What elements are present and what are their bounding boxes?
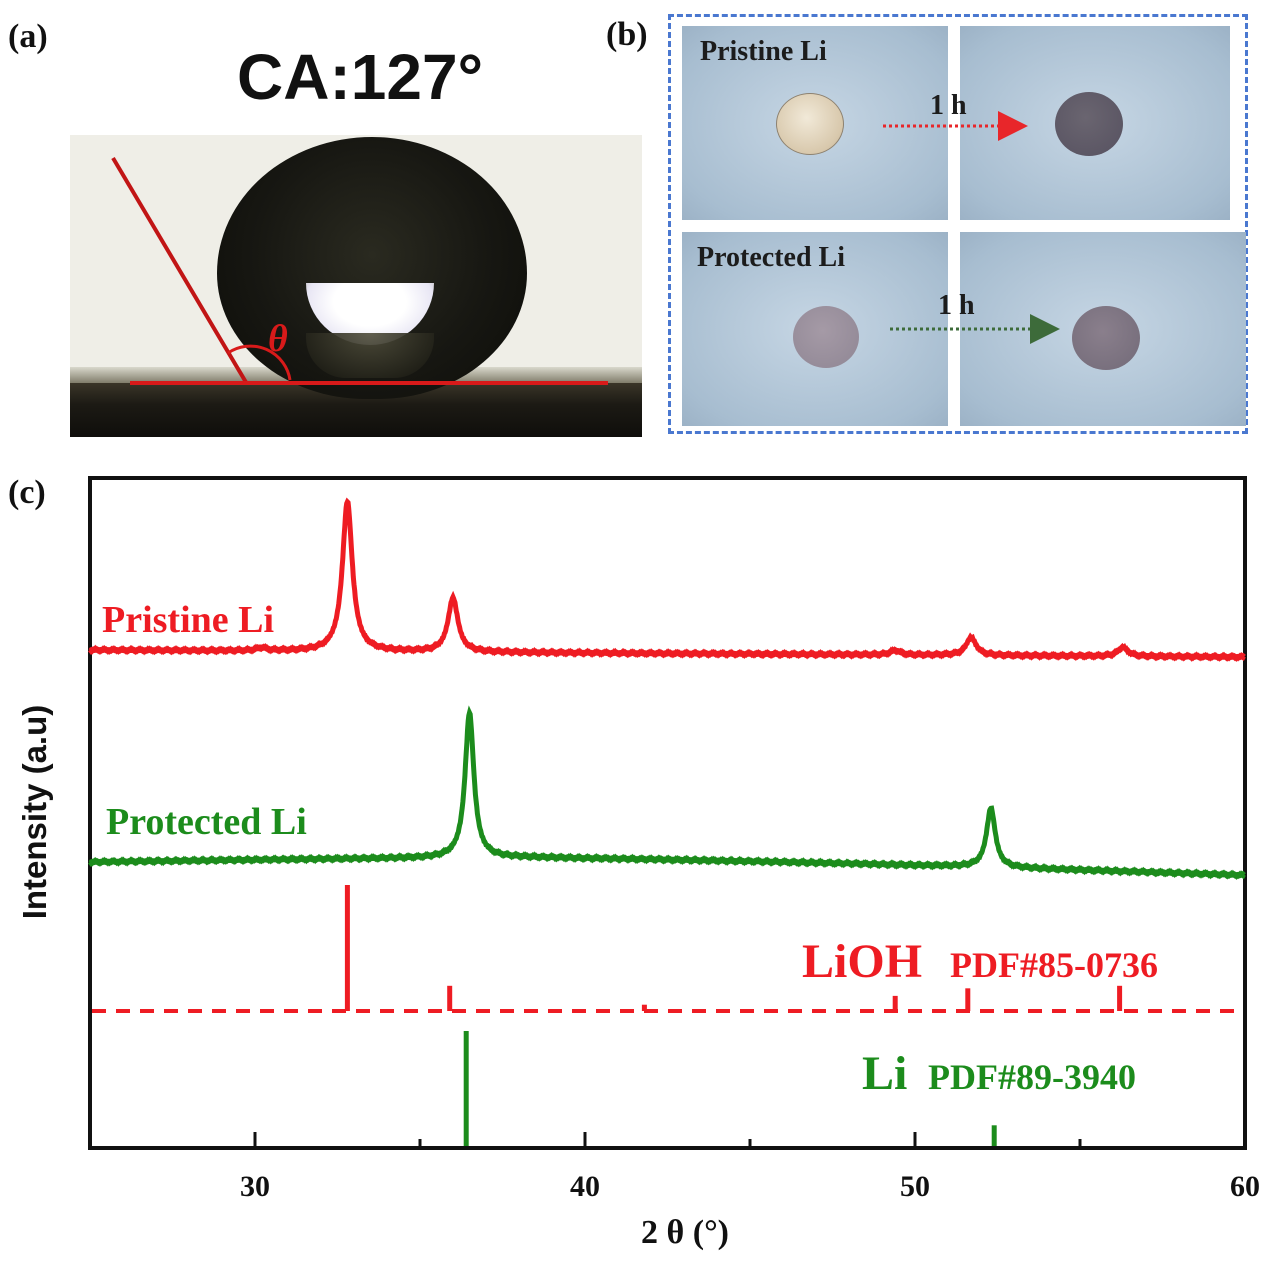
- series-label-pristine-li: Pristine Li: [102, 599, 274, 641]
- panel-a-label: (a): [8, 18, 48, 55]
- x-axis-tick-labels: 30 40 50 60: [240, 1170, 1260, 1203]
- reference-compound-li: Li: [862, 1047, 907, 1100]
- panel-c-label: (c): [8, 474, 46, 511]
- row-label-protected: Protected Li: [697, 242, 845, 273]
- row-label-pristine: Pristine Li: [700, 36, 827, 67]
- time-label-row1: 1 h: [930, 90, 967, 121]
- reference-compound-lioh: LiOH: [802, 935, 922, 988]
- tangent-line: [111, 156, 249, 386]
- droplet-shade: [306, 333, 434, 378]
- theta-label: θ: [268, 318, 288, 360]
- series-protected-li: [88, 705, 1246, 881]
- li-disk-pristine-after: [1055, 92, 1123, 156]
- li-disk-protected-after: [1072, 306, 1140, 370]
- time-label-row2: 1 h: [938, 290, 975, 321]
- li-disk-pristine-before: [776, 93, 844, 155]
- x-tick-label: 30: [240, 1170, 270, 1203]
- x-axis-ticks: [88, 1132, 1247, 1146]
- reference-pdf-lioh: PDF#85-0736: [950, 945, 1158, 985]
- plot-frame: [88, 476, 1247, 1150]
- x-tick-label: 40: [570, 1170, 600, 1203]
- li-disk-protected-before: [793, 306, 859, 368]
- reference-sticks-li: [463, 1031, 997, 1146]
- x-tick-label: 60: [1230, 1170, 1260, 1203]
- contact-angle-value: CA:127°: [237, 41, 484, 113]
- photo-grid-frame: [668, 14, 1248, 434]
- reference-pdf-li: PDF#89-3940: [928, 1057, 1136, 1097]
- y-axis-label: Intensity (a.u): [16, 705, 53, 920]
- angle-arc: [227, 344, 292, 381]
- reference-sticks-lioh: [344, 885, 1123, 1011]
- panel-b-label: (b): [606, 16, 648, 53]
- series-pristine-li: [88, 497, 1246, 663]
- x-tick-label: 50: [900, 1170, 930, 1203]
- series-label-protected-li: Protected Li: [106, 801, 307, 843]
- x-axis-label: 2 θ (°): [641, 1214, 729, 1251]
